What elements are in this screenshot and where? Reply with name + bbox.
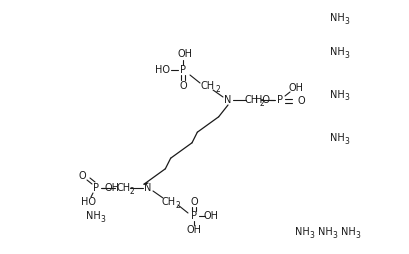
Text: NH: NH — [330, 133, 345, 143]
Text: HO: HO — [254, 95, 270, 105]
Text: 2: 2 — [176, 201, 181, 211]
Text: 3: 3 — [355, 230, 360, 240]
Text: HO: HO — [81, 197, 95, 207]
Text: OH: OH — [288, 83, 303, 93]
Text: OH: OH — [178, 49, 193, 59]
Text: O: O — [179, 81, 187, 91]
Text: O: O — [297, 96, 305, 106]
Text: 2: 2 — [259, 99, 264, 107]
Text: NH: NH — [330, 13, 345, 23]
Text: HO: HO — [155, 65, 171, 75]
Text: N: N — [144, 183, 152, 193]
Text: NH: NH — [86, 211, 101, 221]
Text: P: P — [93, 183, 99, 193]
Text: P: P — [277, 95, 283, 105]
Text: NH: NH — [330, 90, 345, 100]
Text: OH: OH — [187, 225, 202, 235]
Text: CH: CH — [201, 81, 215, 91]
Text: O: O — [78, 171, 86, 181]
Text: 2: 2 — [215, 86, 220, 94]
Text: NH: NH — [341, 227, 356, 237]
Text: 3: 3 — [100, 215, 105, 225]
Text: 3: 3 — [344, 17, 349, 25]
Text: CH: CH — [245, 95, 259, 105]
Text: 3: 3 — [309, 230, 314, 240]
Text: OH: OH — [105, 183, 119, 193]
Text: OH: OH — [204, 211, 218, 221]
Text: N: N — [224, 95, 231, 105]
Text: P: P — [180, 65, 186, 75]
Text: NH: NH — [330, 47, 345, 57]
Text: 3: 3 — [332, 230, 337, 240]
Text: NH: NH — [295, 227, 310, 237]
Text: 3: 3 — [344, 136, 349, 146]
Text: CH: CH — [162, 197, 176, 207]
Text: 3: 3 — [344, 93, 349, 103]
Text: 3: 3 — [344, 51, 349, 59]
Text: P: P — [191, 211, 197, 221]
Text: O: O — [190, 197, 198, 207]
Text: NH: NH — [318, 227, 333, 237]
Text: CH: CH — [117, 183, 131, 193]
Text: 2: 2 — [130, 186, 135, 196]
